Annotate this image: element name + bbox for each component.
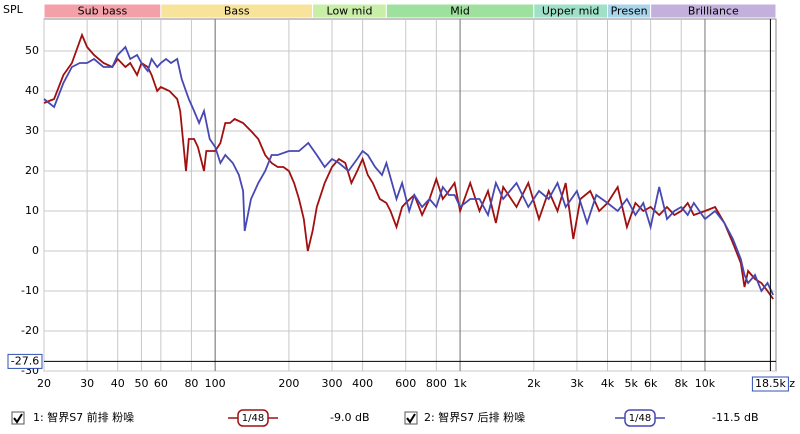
x-tick-label: 3k (570, 377, 584, 390)
x-tick-label: 5k (625, 377, 639, 390)
x-tick-label: 20 (37, 377, 51, 390)
y-tick-label: 30 (25, 124, 39, 137)
x-tick-label: 800 (426, 377, 447, 390)
x-tick-label: 600 (395, 377, 416, 390)
x-tick-label: 8k (675, 377, 689, 390)
plot-area (43, 18, 777, 372)
band-label: Brilliance (688, 5, 739, 18)
smoothing-box[interactable] (624, 409, 656, 427)
cursor-y-box (7, 353, 43, 369)
y-tick-label: 20 (25, 164, 39, 177)
cursor-x-label: 18.5k (755, 377, 786, 390)
band-label: Bass (224, 5, 250, 18)
y-tick-label: 0 (32, 244, 39, 257)
x-tick-label: 50 (134, 377, 148, 390)
y-tick-label: 50 (25, 44, 39, 57)
legend-name: 2: 智界S7 后排 粉噪 (424, 410, 525, 424)
x-tick-label: 60 (154, 377, 168, 390)
y-tick-label: -20 (21, 324, 39, 337)
x-tick-label: 200 (278, 377, 299, 390)
x-tick-label: 10k (695, 377, 716, 390)
series-line (43, 45, 775, 296)
x-tick-label: 80 (184, 377, 198, 390)
x-tick-label: 4k (601, 377, 615, 390)
x-tick-label: 6k (644, 377, 658, 390)
legend-offset: -9.0 dB (330, 411, 370, 424)
y-tick-label: 10 (25, 204, 39, 217)
x-tick-label: 400 (352, 377, 373, 390)
checkmark (406, 413, 416, 424)
legend-offset: -11.5 dB (712, 411, 759, 424)
smoothing-box[interactable] (237, 409, 269, 427)
band-label: Upper mid (542, 5, 600, 18)
x-tick-label: 30 (80, 377, 94, 390)
band-label: Presen (611, 5, 648, 18)
x-tick-label: 1k (453, 377, 467, 390)
smoothing-label: 1/48 (629, 413, 651, 424)
legend-name: 1: 智界S7 前排 粉噪 (33, 410, 134, 424)
band-label: Low mid (327, 5, 373, 18)
checkmark (13, 413, 23, 424)
x-tick-label: 100 (205, 377, 226, 390)
cursor-y-label: -27.6 (11, 354, 39, 367)
y-tick-label: -10 (21, 284, 39, 297)
cursor-x-box (751, 376, 789, 392)
y-tick-label: 40 (25, 84, 39, 97)
x-tick-label: 300 (322, 377, 343, 390)
band (650, 3, 777, 19)
y-axis-label: SPL (3, 3, 24, 16)
x-tick-label: 40 (111, 377, 125, 390)
smoothing-label: 1/48 (242, 413, 264, 424)
x-tick-label: 2k (527, 377, 541, 390)
band-label: Mid (450, 5, 470, 18)
band-label: Sub bass (78, 5, 128, 18)
